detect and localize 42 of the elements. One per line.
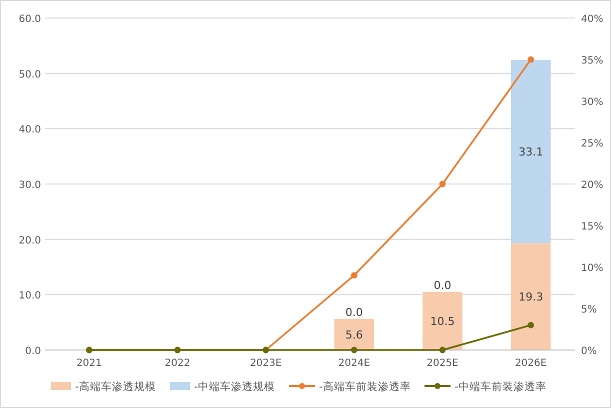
y-tick-label: 60.0 <box>18 14 41 25</box>
y-tick-label: 20.0 <box>18 235 41 246</box>
y-tick-label: 40.0 <box>18 124 41 136</box>
point <box>350 346 358 354</box>
y2-tick-label: 35% <box>581 56 604 66</box>
y-tick-label: 30.0 <box>18 180 41 191</box>
data-label: 10.5 <box>430 314 455 328</box>
point <box>439 180 446 188</box>
data-label: 33.1 <box>518 146 544 159</box>
y-tick-label: 0.0 <box>25 346 41 357</box>
legend-label: -高端车渗透规模 <box>75 380 156 393</box>
data-label: 0.0 <box>434 278 452 292</box>
x-tick-label: 2025E <box>426 358 458 369</box>
x-tick-label: 2022 <box>164 358 190 369</box>
x-tick-label: 2021 <box>76 358 102 369</box>
y2-tick-label: 25% <box>581 138 604 150</box>
y2-tick-label: 5% <box>581 304 597 316</box>
legend-label: -中端车渗透规模 <box>194 380 275 393</box>
x-tick-label: 2023E <box>250 358 282 369</box>
point <box>528 322 534 328</box>
data-label: 0.0 <box>345 306 363 320</box>
y2-tick-label: 0% <box>581 346 597 357</box>
point <box>350 272 358 278</box>
bar <box>334 319 374 350</box>
y2-tick-label: 15% <box>581 222 604 232</box>
y2-tick-label: 10% <box>581 263 604 274</box>
legend-label: -高端车前装渗透率 <box>319 380 411 393</box>
y-tick-label: 50.0 <box>18 69 41 80</box>
y2-tick-label: 20% <box>581 180 604 191</box>
legend-label: -中端车前装渗透率 <box>454 380 546 393</box>
point <box>439 346 446 354</box>
point <box>528 56 534 63</box>
x-tick-label: 2024E <box>338 358 370 369</box>
bar <box>510 243 551 350</box>
bar <box>510 60 551 244</box>
y2-tick-label: 40% <box>581 14 604 25</box>
y2-tick-label: 30% <box>581 97 604 108</box>
data-label: 19.3 <box>518 290 544 304</box>
data-label: 5.6 <box>345 328 363 342</box>
y-tick-label: 10.0 <box>18 290 41 302</box>
bar <box>422 292 462 350</box>
x-tick-label: 2026E <box>514 358 547 369</box>
